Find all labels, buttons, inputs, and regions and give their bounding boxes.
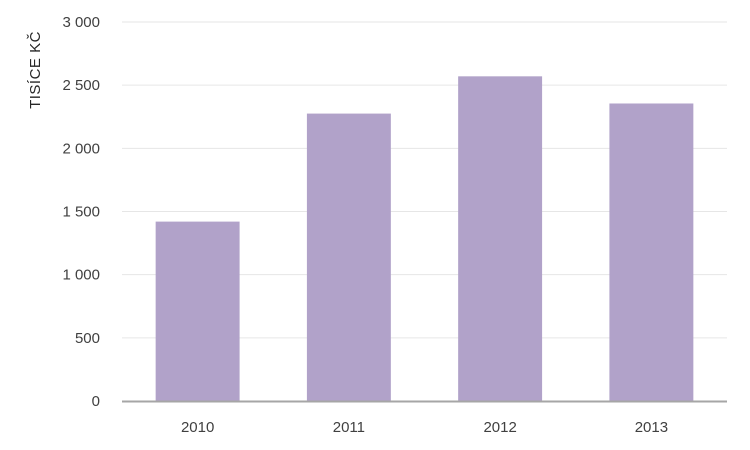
y-tick-label: 3 000 bbox=[62, 14, 100, 31]
bar-2013 bbox=[609, 103, 694, 402]
y-axis-ticks: 0 500 1 000 1 500 2 000 2 500 3 000 bbox=[62, 14, 100, 410]
y-tick-label: 2 000 bbox=[62, 140, 100, 157]
bar-2010 bbox=[155, 221, 240, 401]
bar-2012 bbox=[458, 76, 543, 401]
x-tick-label: 2011 bbox=[333, 419, 365, 436]
y-tick-label: 2 500 bbox=[62, 77, 100, 94]
x-tick-label: 2010 bbox=[181, 419, 214, 436]
x-tick-label: 2013 bbox=[635, 419, 668, 436]
x-axis-ticks: 2010 2011 2012 2013 bbox=[181, 419, 668, 436]
y-tick-label: 0 bbox=[92, 393, 100, 410]
y-axis-title: TISÍCE KČ bbox=[27, 31, 44, 109]
bar-2011 bbox=[306, 113, 391, 401]
bars bbox=[155, 76, 694, 402]
y-tick-label: 1 000 bbox=[62, 267, 100, 284]
y-tick-label: 1 500 bbox=[62, 204, 100, 221]
y-tick-label: 500 bbox=[75, 330, 100, 347]
x-tick-label: 2012 bbox=[483, 419, 516, 436]
